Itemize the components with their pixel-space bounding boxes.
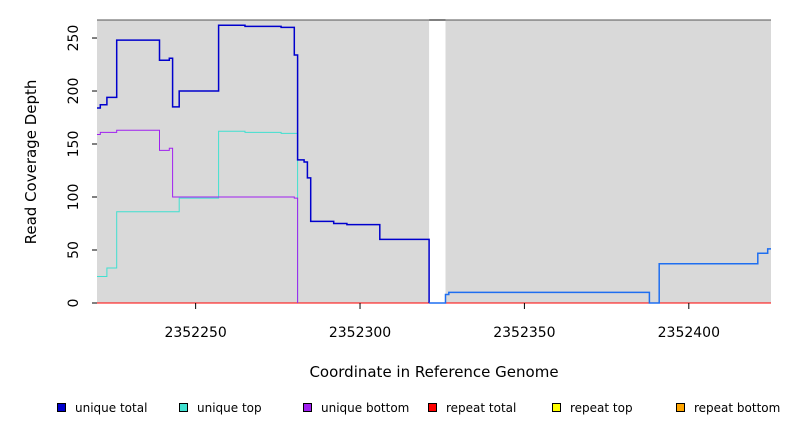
y-tick-label: 0 [66,299,82,308]
plot-background [97,20,771,303]
legend-swatch [57,403,66,412]
legend-swatch [179,403,188,412]
legend-label: unique total [75,401,148,415]
legend-item-repeat-top: repeat top [552,398,633,418]
legend-swatch [303,403,312,412]
legend-label: unique top [197,401,262,415]
legend-label: unique bottom [321,401,410,415]
legend-swatch [428,403,437,412]
axes: 0 50 100 150 200 250 2352250 2352300 2352350 2352… [66,19,771,341]
legend-item-unique-top: unique top [179,398,262,418]
y-tick-label: 250 [66,25,82,52]
y-tick-label: 200 [66,78,82,105]
y-tick-label: 50 [66,241,82,259]
series-layer [97,24,771,304]
x-tick-label: 2352350 [493,325,555,341]
legend-swatch [676,403,685,412]
y-tick-label: 100 [66,184,82,211]
y-tick-label: 150 [66,131,82,158]
series-unique-bottom [97,129,299,303]
series-unique-top [97,130,299,303]
legend-label: repeat total [446,401,517,415]
legend-item-unique-bottom: unique bottom [303,398,409,418]
legend-item-repeat-bottom: repeat bottom [676,398,780,418]
x-axis-title: Coordinate in Reference Genome [309,363,558,381]
legend-item-repeat-total: repeat total [428,398,516,418]
series-unique-total [97,24,430,303]
legend-swatch [552,403,561,412]
plot-area-left [97,20,430,303]
series-unique-total-right [429,248,771,304]
y-axis-title: Read Coverage Depth [22,80,40,245]
plot-area-right [445,20,771,303]
x-tick-label: 2352250 [164,325,226,341]
legend: unique total unique top unique bottom re… [0,398,792,420]
legend-label: repeat bottom [694,401,781,415]
x-tick-label: 2352300 [329,325,391,341]
x-tick-label: 2352400 [658,325,720,341]
legend-item-unique-total: unique total [57,398,147,418]
legend-label: repeat top [570,401,633,415]
